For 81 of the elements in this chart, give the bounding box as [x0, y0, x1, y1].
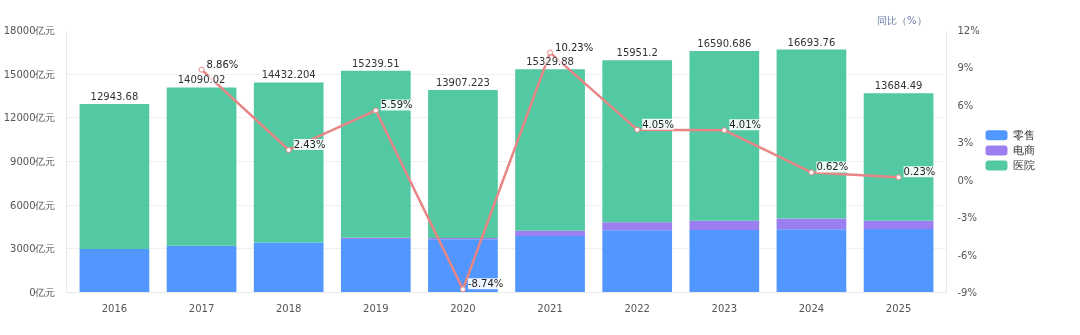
bar: [79, 248, 150, 293]
x-tick-label: 2018: [275, 302, 302, 314]
bar: [166, 87, 237, 246]
bar: [689, 51, 760, 221]
bar: [515, 235, 585, 293]
point: [634, 126, 641, 133]
legend-label: 电商: [1012, 143, 1035, 157]
total-label: 15239.51: [351, 57, 400, 69]
x-tick-label: 2023: [711, 302, 738, 314]
x-tick-label: 2024: [798, 302, 825, 314]
legend-label: 医院: [1012, 159, 1035, 172]
bar: [428, 90, 498, 239]
x-tick-label: 2022: [624, 302, 650, 314]
total-label: 15951.2: [616, 47, 658, 59]
bar: [863, 228, 934, 293]
y2-tick-label: -3%: [957, 212, 977, 224]
y-tick-label: 9000亿元: [10, 156, 56, 167]
bar: [776, 49, 847, 219]
bar: [515, 69, 585, 231]
x-tick-label: 2019: [363, 302, 389, 314]
x-tick-label: 2021: [537, 302, 563, 314]
total-label: 14090.02: [177, 74, 226, 86]
y2-axis-title: 同比（%）: [877, 14, 927, 26]
y-tick-label: 6000亿元: [10, 199, 56, 211]
bar: [340, 70, 411, 238]
y-tick-label: 12000亿元: [3, 112, 56, 124]
point: [808, 169, 815, 176]
data-label: 0.23%: [903, 166, 936, 178]
bar: [689, 229, 760, 293]
y2-tick-label: -6%: [957, 249, 977, 261]
point: [895, 174, 902, 181]
total-label: 13684.49: [874, 80, 923, 92]
data-label: -8.74%: [467, 278, 504, 290]
x-tick-label: 2020: [450, 302, 476, 314]
bar: [602, 230, 673, 293]
data-label: 0.62%: [816, 161, 849, 173]
y-tick-label: 3000亿元: [10, 243, 56, 255]
data-label: 2.43%: [293, 138, 326, 150]
data-label: 4.05%: [642, 118, 674, 130]
legend-label: 零售: [1012, 128, 1035, 142]
y2-tick-label: 6%: [957, 99, 974, 111]
total-label: 16590.686: [697, 38, 752, 50]
x-tick-label: 2016: [101, 302, 128, 314]
bar: [166, 245, 237, 293]
point: [285, 146, 292, 153]
total-label: 14432.204: [261, 69, 316, 81]
y2-tick-label: 9%: [957, 62, 974, 74]
data-label: 8.86%: [206, 58, 239, 70]
total-label: 15329.88: [526, 56, 574, 68]
bar: [253, 242, 324, 293]
total-label: 13907.223: [435, 77, 490, 89]
bar: [863, 93, 934, 221]
y-tick-label: 15000亿元: [3, 68, 56, 80]
bar: [340, 239, 411, 293]
point: [721, 127, 728, 134]
y-tick-label: 18000亿元: [3, 25, 56, 36]
bar: [863, 220, 934, 229]
bar: [602, 222, 673, 231]
y-tick-label: 0亿元: [29, 287, 56, 298]
x-tick-label: 2025: [885, 302, 912, 314]
bar: [689, 220, 760, 230]
bar: [515, 230, 585, 236]
point: [547, 49, 554, 56]
bar: [253, 82, 324, 243]
y2-tick-label: -9%: [957, 287, 977, 298]
data-label: 5.59%: [380, 99, 413, 111]
point: [459, 286, 466, 293]
data-label: 10.23%: [555, 41, 594, 53]
point: [372, 107, 379, 114]
y2-tick-label: 0%: [957, 174, 974, 186]
bar: [776, 218, 847, 230]
bar: [602, 60, 673, 223]
y2-tick-label: 12%: [957, 25, 980, 36]
total-label: 12943.68: [90, 91, 139, 103]
x-tick-label: 2017: [188, 302, 215, 314]
data-label: 4.01%: [729, 119, 762, 131]
y2-tick-label: 3%: [957, 137, 974, 149]
total-label: 16693.76: [787, 36, 836, 48]
bar: [776, 229, 847, 293]
point: [198, 66, 205, 73]
bar: [79, 104, 150, 249]
